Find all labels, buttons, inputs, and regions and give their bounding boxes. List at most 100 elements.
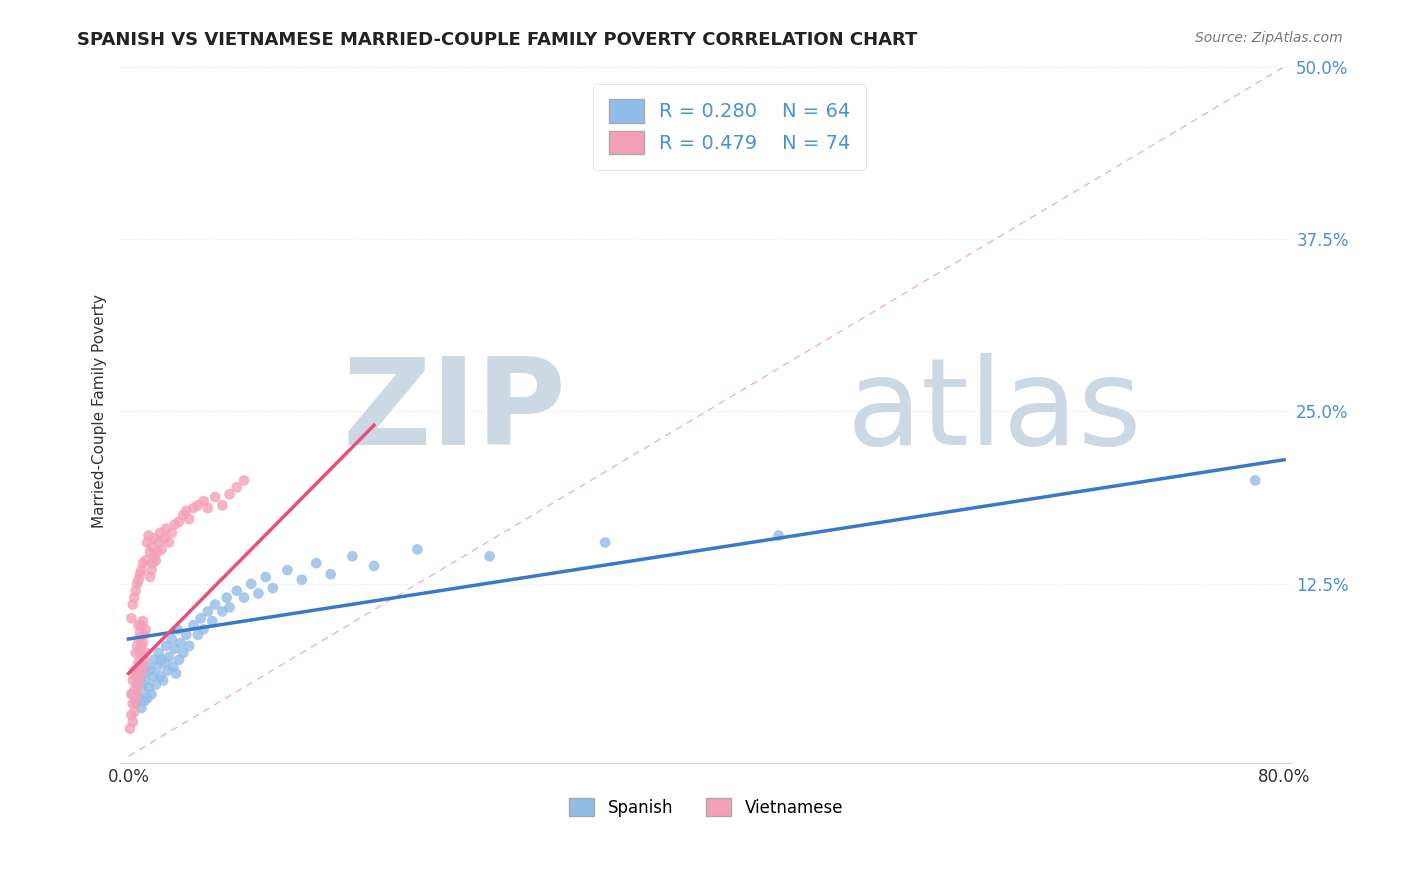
Point	[153, 656, 176, 670]
Point	[197, 604, 219, 618]
Point	[124, 694, 146, 708]
Point	[163, 641, 186, 656]
Point	[153, 532, 176, 546]
Point	[134, 628, 156, 642]
Point	[179, 639, 201, 653]
Point	[122, 705, 145, 719]
Point	[138, 528, 160, 542]
Point	[319, 567, 342, 582]
Point	[406, 542, 429, 557]
Point	[172, 646, 194, 660]
Point	[240, 577, 263, 591]
Point	[127, 664, 149, 678]
Point	[262, 581, 284, 595]
Point	[121, 687, 143, 701]
Point	[139, 570, 162, 584]
Point	[179, 512, 201, 526]
Point	[131, 664, 153, 678]
Point	[127, 639, 149, 653]
Point	[183, 618, 205, 632]
Point	[121, 598, 143, 612]
Point	[190, 611, 212, 625]
Point	[169, 636, 191, 650]
Point	[363, 558, 385, 573]
Point	[139, 545, 162, 559]
Point	[135, 646, 157, 660]
Point	[160, 632, 183, 646]
Point	[132, 614, 155, 628]
Point	[183, 501, 205, 516]
Point	[128, 618, 150, 632]
Point	[141, 540, 163, 554]
Point	[146, 545, 169, 559]
Point	[142, 669, 165, 683]
Point	[187, 628, 209, 642]
Point	[155, 522, 177, 536]
Point	[167, 653, 190, 667]
Point	[118, 722, 141, 736]
Point	[254, 570, 277, 584]
Point	[211, 498, 233, 512]
Point	[128, 677, 150, 691]
Point	[142, 556, 165, 570]
Point	[167, 515, 190, 529]
Text: Source: ZipAtlas.com: Source: ZipAtlas.com	[1195, 31, 1343, 45]
Point	[157, 535, 180, 549]
Point	[134, 694, 156, 708]
Point	[193, 623, 215, 637]
Point	[143, 549, 166, 564]
Point	[132, 659, 155, 673]
Point	[478, 549, 501, 564]
Point	[201, 614, 224, 628]
Point	[148, 535, 170, 549]
Point	[124, 646, 146, 660]
Point	[128, 656, 150, 670]
Point	[166, 623, 188, 637]
Point	[157, 649, 180, 664]
Point	[165, 666, 187, 681]
Point	[132, 556, 155, 570]
Point	[124, 583, 146, 598]
Point	[135, 623, 157, 637]
Point	[120, 611, 142, 625]
Point	[120, 707, 142, 722]
Point	[160, 525, 183, 540]
Point	[136, 535, 159, 549]
Point	[124, 669, 146, 683]
Point	[131, 618, 153, 632]
Point	[131, 639, 153, 653]
Point	[211, 604, 233, 618]
Point	[129, 625, 152, 640]
Point	[146, 659, 169, 673]
Point	[139, 664, 162, 678]
Point	[155, 639, 177, 653]
Point	[121, 714, 143, 729]
Legend: Spanish, Vietnamese: Spanish, Vietnamese	[561, 789, 852, 825]
Point	[128, 573, 150, 587]
Text: ZIP: ZIP	[342, 353, 565, 470]
Point	[342, 549, 364, 564]
Point	[204, 598, 226, 612]
Point	[174, 504, 197, 518]
Point	[187, 498, 209, 512]
Point	[122, 591, 145, 605]
Point	[145, 553, 167, 567]
Point	[233, 591, 256, 605]
Point	[136, 691, 159, 706]
Point	[131, 701, 153, 715]
Point	[143, 653, 166, 667]
Point	[172, 508, 194, 522]
Point	[129, 646, 152, 660]
Point	[128, 691, 150, 706]
Point	[132, 666, 155, 681]
Point	[215, 591, 238, 605]
Point	[150, 653, 173, 667]
Point	[174, 628, 197, 642]
Point	[122, 664, 145, 678]
Point	[233, 474, 256, 488]
Text: SPANISH VS VIETNAMESE MARRIED-COUPLE FAMILY POVERTY CORRELATION CHART: SPANISH VS VIETNAMESE MARRIED-COUPLE FAM…	[77, 31, 918, 49]
Point	[132, 683, 155, 698]
Point	[120, 687, 142, 701]
Point	[134, 653, 156, 667]
Point	[276, 563, 298, 577]
